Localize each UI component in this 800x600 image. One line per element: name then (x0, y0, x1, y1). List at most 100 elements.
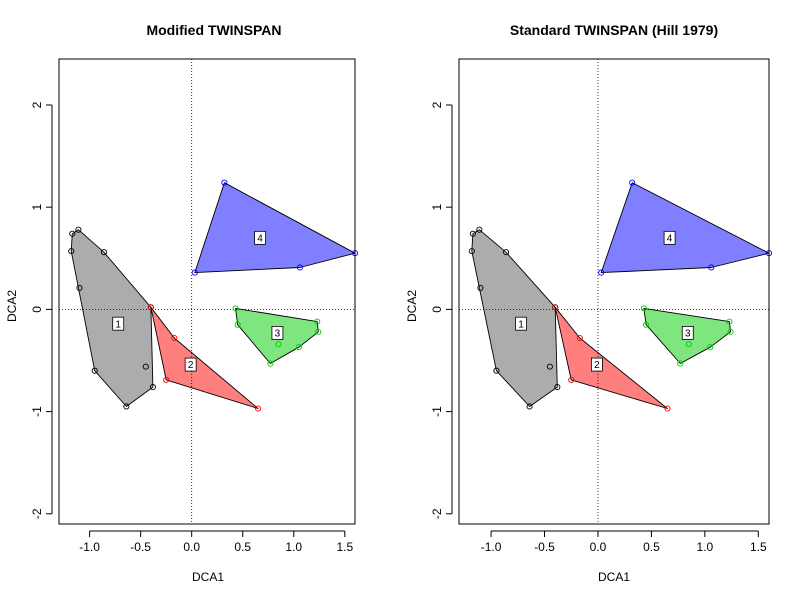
group-2-point (163, 376, 170, 383)
group-3-label-box (271, 325, 284, 340)
x-tick-label: -1.0 (481, 540, 502, 554)
x-tick-label: -1.0 (79, 540, 100, 554)
x-tick-label: 1.5 (750, 540, 767, 554)
y-tick-label: 1 (30, 204, 44, 211)
group-3-point (707, 344, 714, 351)
y-tick-label: 0 (430, 306, 444, 313)
group-3-label-box (681, 325, 694, 340)
group-3-label: 3 (275, 328, 281, 339)
group-1-point (76, 284, 83, 291)
group-4-point (191, 269, 198, 276)
y-axis-label: DCA2 (5, 290, 19, 322)
group-4-label-box (663, 230, 676, 245)
y-tick-label: -1 (30, 406, 44, 417)
x-tick-label: 1.0 (285, 540, 302, 554)
x-tick-label: 1.5 (336, 540, 353, 554)
group-1-point (469, 230, 476, 237)
group-1-point (123, 403, 130, 410)
group-3-point (640, 305, 647, 312)
group-1-point (554, 384, 561, 391)
group-1-label-box (112, 316, 125, 331)
group-3-point (677, 360, 684, 367)
group-3-point (275, 341, 282, 348)
panel-standard-twinspan: Standard TWINSPAN (Hill 1979) DCA1 DCA2 … (405, 22, 773, 584)
group-4-label: 4 (667, 233, 673, 244)
group-1-point (502, 249, 510, 256)
group-3-point (295, 344, 302, 351)
group-1-point (69, 230, 76, 237)
group-3-point (234, 321, 241, 328)
y-tick-label: 2 (30, 101, 44, 108)
y-tick-label: 1 (430, 204, 444, 211)
group-1-point (75, 226, 82, 233)
group-2-point (254, 405, 262, 412)
y-tick-label: -2 (30, 508, 44, 519)
group-4-label-box (254, 230, 266, 245)
group-1-point (477, 284, 484, 291)
group-1-point (546, 363, 553, 370)
x-tick-label: 1.0 (697, 540, 714, 554)
group-2-label: 2 (188, 360, 194, 371)
group-1-point (91, 367, 98, 374)
group-2-label: 2 (594, 360, 600, 371)
y-axis-label: DCA2 (405, 290, 419, 322)
x-axis-label: DCA1 (192, 570, 224, 584)
group-2-label-box (590, 357, 603, 372)
group-4-point (296, 264, 303, 271)
group-2-point (664, 405, 671, 412)
panel-modified-twinspan: Modified TWINSPAN DCA1 DCA2 1 2 3 4 -1.0 -0.5… (5, 22, 359, 584)
group-1-label: 1 (518, 319, 524, 330)
x-tick-label: -0.5 (534, 540, 555, 554)
y-tick-label: -1 (430, 406, 444, 417)
group-3-point (726, 318, 733, 325)
group-1-point (526, 403, 533, 410)
x-tick-label: 0.5 (643, 540, 660, 554)
group-1-point (476, 226, 483, 233)
group-2-point (576, 334, 583, 342)
group-2-point (147, 304, 154, 311)
group-1-hull (70, 229, 154, 407)
group-1-point (100, 249, 107, 256)
y-tick-label: 2 (430, 101, 444, 108)
group-4-hull (194, 182, 356, 274)
group-1-hull (471, 229, 558, 407)
x-tick-label: 0.0 (590, 540, 607, 554)
group-3-point (685, 341, 692, 348)
x-tick-label: 0.0 (183, 540, 200, 554)
group-3-point (643, 321, 650, 328)
x-tick-label: 0.5 (234, 540, 251, 554)
group-1-point (142, 363, 149, 370)
group-4-label: 4 (257, 233, 263, 244)
group-4-point (629, 179, 636, 186)
group-1-point (468, 248, 475, 255)
group-3-point (267, 360, 274, 367)
plot-frame (458, 58, 770, 525)
y-tick-label: -2 (430, 508, 444, 519)
group-3-point (314, 318, 321, 325)
group-3-label: 3 (685, 328, 691, 339)
group-4-hull (600, 182, 770, 274)
group-1-label-box (515, 316, 527, 331)
group-2-hull (554, 306, 668, 409)
x-axis-label: DCA1 (598, 570, 630, 584)
chart-title: Modified TWINSPAN (146, 22, 281, 38)
group-2-point (171, 334, 178, 342)
group-4-point (598, 269, 605, 276)
x-tick-label: -0.5 (130, 540, 151, 554)
group-1-point (68, 248, 75, 255)
group-1-point (149, 384, 156, 391)
group-2-label-box (184, 357, 197, 372)
group-3-point (727, 328, 734, 335)
group-3-point (232, 305, 239, 312)
group-2-point (552, 304, 559, 311)
plot-frame (58, 58, 356, 525)
group-4-point (708, 264, 715, 271)
group-2-hull (150, 306, 259, 409)
group-1-label: 1 (115, 319, 121, 330)
group-4-point (221, 179, 228, 186)
y-tick-label: 0 (30, 306, 44, 313)
group-1-point (493, 367, 500, 374)
group-3-point (315, 328, 322, 335)
chart-title: Standard TWINSPAN (Hill 1979) (510, 22, 718, 38)
